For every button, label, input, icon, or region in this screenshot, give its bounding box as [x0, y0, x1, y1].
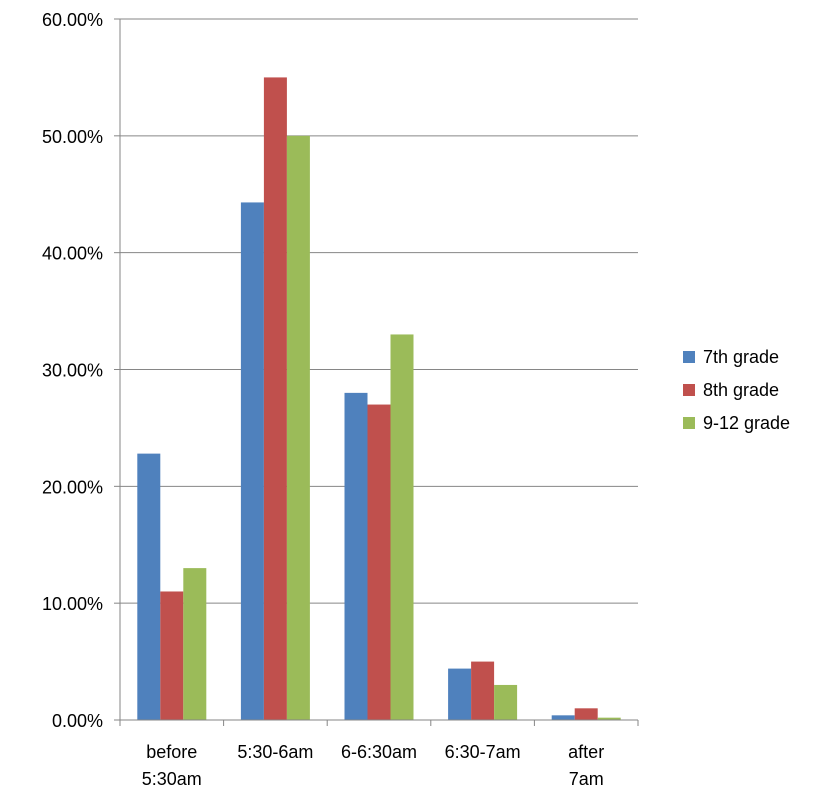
- x-tick-label: 6:30-7am: [445, 742, 521, 762]
- x-tick-label-line: 5:30-6am: [237, 742, 313, 762]
- y-tick-label: 50.00%: [42, 127, 103, 147]
- x-tick-label-line: 7am: [569, 769, 604, 789]
- x-tick-labels: before 5:30am 5:30-6am 6-6:30am 6:30-7am afte…: [142, 742, 604, 789]
- y-tick-label: 40.00%: [42, 244, 103, 264]
- bar-8th-grade: [367, 404, 391, 720]
- bar-9-12-grade: [183, 568, 207, 720]
- bar-7th-grade: [344, 392, 368, 720]
- y-tick-label: 60.00%: [42, 10, 103, 30]
- x-tick-label-line: 6-6:30am: [341, 742, 417, 762]
- legend-label: 8th grade: [703, 380, 779, 400]
- bar-7th-grade: [240, 202, 264, 720]
- x-tick-label: after 7am: [568, 742, 604, 789]
- axes: [114, 18, 639, 726]
- bar-9-12-grade: [390, 334, 414, 720]
- bar-8th-grade: [471, 661, 495, 720]
- bar-9-12-grade: [286, 135, 310, 721]
- legend-swatch: [683, 384, 695, 396]
- bar-7th-grade: [448, 668, 472, 720]
- bar-8th-grade: [263, 77, 287, 720]
- bar-7th-grade: [137, 453, 161, 720]
- y-tick-label: 20.00%: [42, 477, 103, 497]
- bar-9-12-grade: [597, 717, 621, 720]
- y-tick-labels: 0.00% 10.00% 20.00% 30.00% 40.00% 50.00% 60.00…: [42, 10, 103, 731]
- y-tick-label: 0.00%: [52, 711, 103, 731]
- bar-8th-grade: [160, 591, 184, 720]
- bar-8th-grade: [574, 708, 598, 720]
- legend-label: 9-12 grade: [703, 413, 790, 433]
- legend-swatch: [683, 417, 695, 429]
- y-tick-label: 10.00%: [42, 594, 103, 614]
- legend: 7th grade 8th grade 9-12 grade: [683, 347, 790, 433]
- gridlines: [120, 18, 638, 604]
- x-tick-label-line: before: [146, 742, 197, 762]
- x-tick-label-line: after: [568, 742, 604, 762]
- bar-9-12-grade: [494, 684, 518, 720]
- x-tick-label: 6-6:30am: [341, 742, 417, 762]
- x-tick-label: 5:30-6am: [237, 742, 313, 762]
- bar-7th-grade: [551, 715, 575, 720]
- legend-label: 7th grade: [703, 347, 779, 367]
- x-tick-label-line: 5:30am: [142, 769, 202, 789]
- x-tick-label-line: 6:30-7am: [445, 742, 521, 762]
- legend-swatch: [683, 351, 695, 363]
- x-tick-label: before 5:30am: [142, 742, 202, 789]
- bars: [137, 77, 621, 721]
- y-tick-label: 30.00%: [42, 361, 103, 381]
